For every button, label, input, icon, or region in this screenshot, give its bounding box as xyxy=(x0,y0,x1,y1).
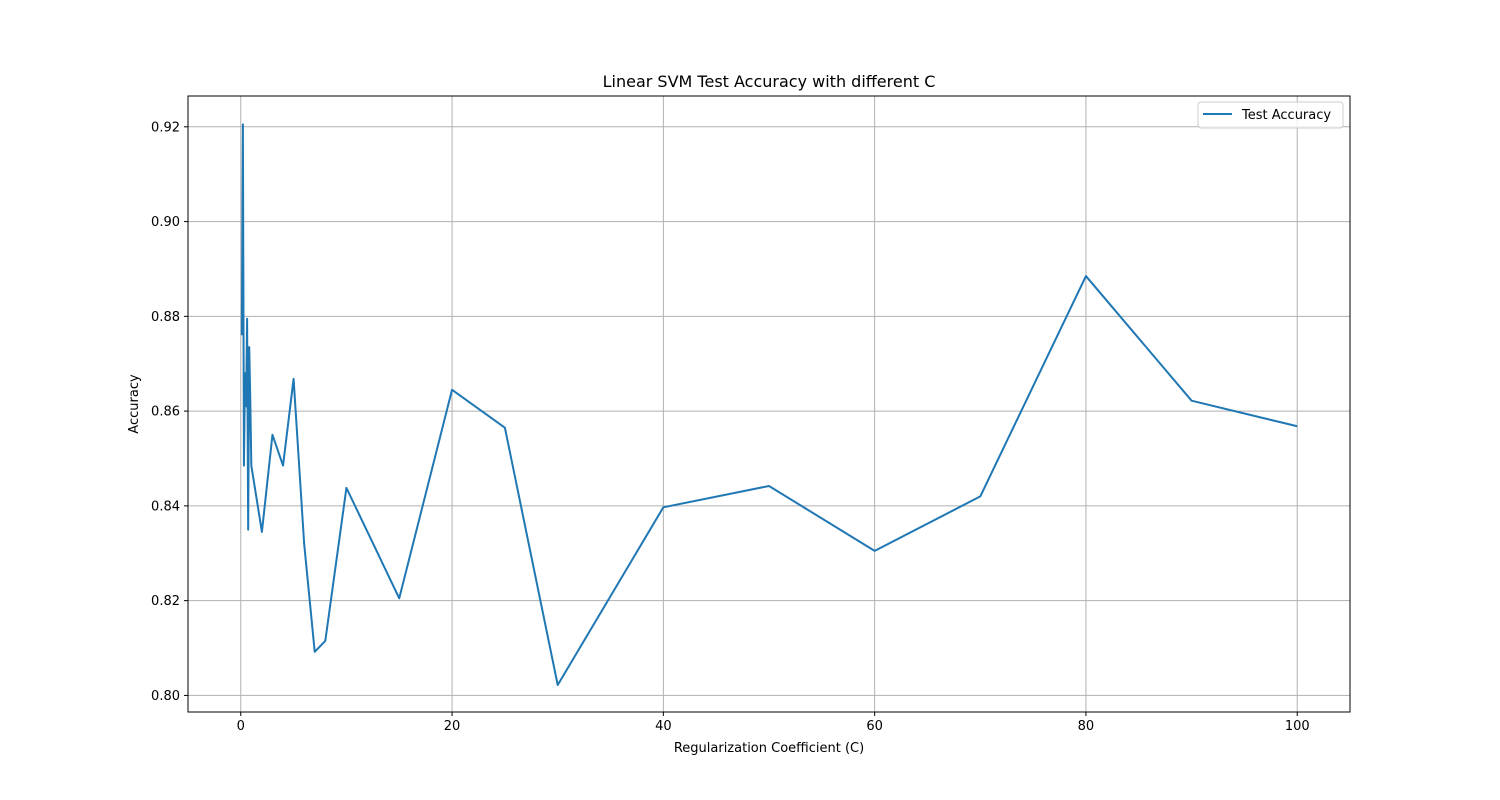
y-tick-label: 0.88 xyxy=(151,310,180,325)
legend-label: Test Accuracy xyxy=(1241,108,1331,123)
series-layer xyxy=(240,123,1298,686)
chart-title: Linear SVM Test Accuracy with different … xyxy=(603,72,936,91)
y-tick-label: 0.86 xyxy=(151,405,180,420)
axis-ticks: 0 20 40 60 80 100 0.80 0.82 0.84 0.86 0.88 0.90 0.92 xyxy=(151,120,1310,734)
x-tick-label: 40 xyxy=(655,719,672,734)
x-tick-label: 0 xyxy=(237,719,245,734)
x-tick-label: 60 xyxy=(866,719,883,734)
y-tick-label: 0.92 xyxy=(151,120,180,135)
y-tick-label: 0.80 xyxy=(151,689,180,704)
y-tick-label: 0.82 xyxy=(151,594,180,609)
y-tick-label: 0.90 xyxy=(151,215,180,230)
y-tick-label: 0.84 xyxy=(151,499,180,514)
x-tick-label: 80 xyxy=(1078,719,1095,734)
y-axis-label: Accuracy xyxy=(127,374,142,434)
legend-box xyxy=(1197,101,1344,129)
plot-frame xyxy=(187,95,1351,713)
grid xyxy=(188,96,1350,712)
x-axis-label: Regularization Coefficient (C) xyxy=(674,741,864,756)
x-tick-label: 20 xyxy=(444,719,461,734)
legend: Test Accuracy xyxy=(1197,101,1344,129)
x-tick-label: 100 xyxy=(1285,719,1310,734)
